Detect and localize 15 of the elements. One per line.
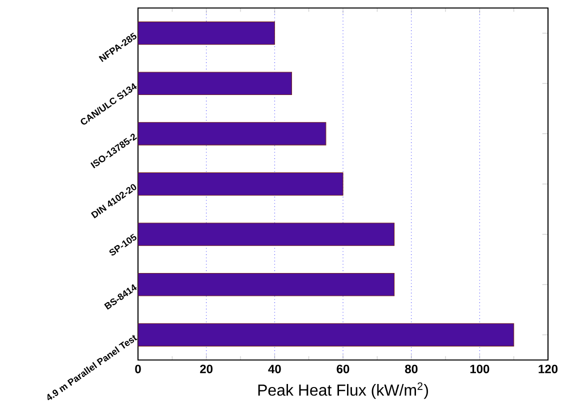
bar	[138, 22, 275, 45]
x-tick-label: 0	[135, 364, 141, 374]
x-tick-label: 120	[538, 364, 558, 374]
x-tick-label: 60	[336, 364, 350, 374]
x-tick-label: 80	[405, 364, 418, 374]
x-axis-title: Peak Heat Flux (kW/m$^{2}$)	[258, 382, 428, 399]
x-tick-label: 40	[268, 364, 281, 374]
bar	[138, 323, 514, 346]
x-tick-label: 20	[200, 364, 213, 374]
bar	[138, 72, 292, 96]
bar	[138, 272, 395, 296]
bar	[138, 172, 344, 196]
bar	[138, 122, 326, 146]
x-tick-label: 100	[470, 364, 490, 374]
bar	[138, 222, 395, 246]
